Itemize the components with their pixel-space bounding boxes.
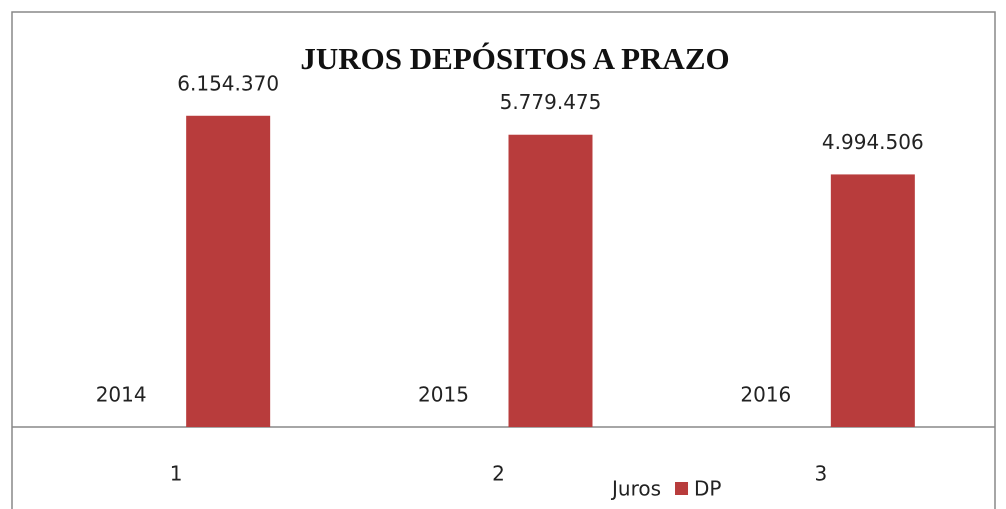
- data-label: 2015: [418, 382, 469, 406]
- data-label: 2016: [740, 382, 791, 406]
- chart-title: JUROS DEPÓSITOS A PRAZO: [300, 41, 729, 76]
- data-label: 4.994.506: [822, 130, 924, 154]
- x-tick-label: 1: [170, 462, 183, 486]
- legend-swatch: [675, 482, 689, 495]
- data-label: 2014: [96, 382, 147, 406]
- data-label: 6.154.370: [177, 71, 279, 95]
- bar: [830, 174, 915, 427]
- x-tick-label: 2: [492, 462, 505, 486]
- legend-label: Juros: [610, 477, 661, 501]
- legend-label: DP: [694, 477, 721, 501]
- bar: [186, 115, 271, 428]
- x-tick-label: 3: [814, 462, 827, 486]
- bar: [508, 134, 593, 427]
- data-label: 5.779.475: [500, 90, 602, 114]
